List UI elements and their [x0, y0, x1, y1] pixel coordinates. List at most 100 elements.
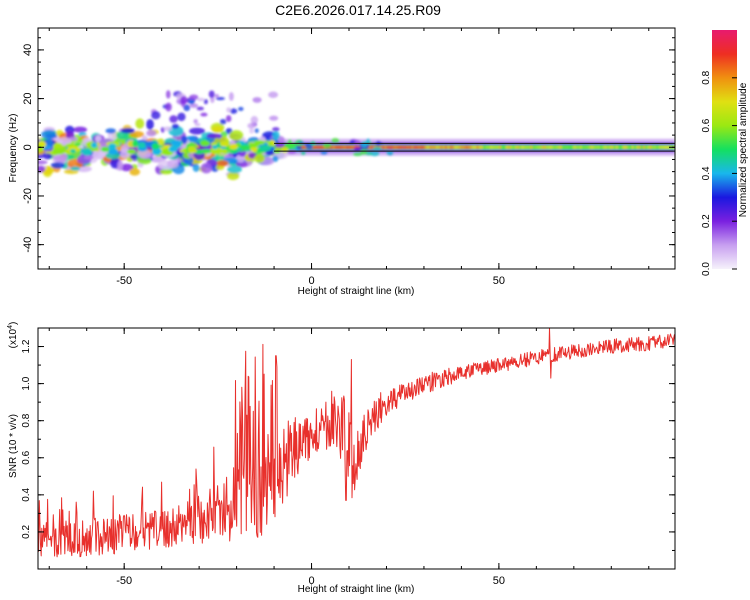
spectrogram-core-blob: [74, 142, 82, 147]
spectrogram-blob: [43, 153, 53, 160]
spectrogram-upper-blob: [249, 128, 254, 134]
spectrogram-band-core: [404, 145, 408, 149]
snr-x-label: Height of straight line (km): [298, 584, 415, 595]
spectrogram-band-core: [654, 145, 657, 149]
spectrogram-transition-blob: [353, 147, 363, 151]
snr-y-label: SNR (10 * v/v): [8, 414, 19, 478]
spectrogram-band-core: [645, 145, 648, 149]
spectrogram-band-core: [588, 145, 592, 149]
spectrogram-band-core: [564, 145, 567, 149]
spectrogram-band-core: [568, 145, 572, 149]
spectrogram-band-core: [433, 145, 437, 149]
spectrogram-blob: [38, 165, 46, 173]
colorbar-tick-label: 0.6: [701, 118, 712, 132]
spectrogram-y-label: Frequency (Hz): [8, 114, 19, 183]
spectrogram-band-core: [548, 145, 551, 149]
spectrogram-band-core: [501, 145, 504, 149]
spectrogram-band-core: [426, 145, 430, 149]
spectrogram-band-core: [442, 145, 446, 149]
spectrogram-core-blob: [239, 145, 251, 150]
spectrogram-band-core: [397, 145, 401, 149]
spectrogram-band-core: [570, 145, 574, 149]
spectrogram-core-blob: [199, 140, 211, 147]
spectrogram-core-blob: [132, 140, 139, 147]
spectrogram-band-core: [521, 145, 524, 149]
spectrogram-band-core: [636, 145, 639, 149]
spectrogram-upper-blob: [165, 102, 172, 112]
spectrogram-core-blob: [187, 146, 196, 151]
spectrogram-blob: [159, 169, 173, 175]
spectrogram-blob: [272, 130, 280, 141]
spectrogram-band-core: [370, 145, 374, 149]
spectrogram-blob: [229, 130, 244, 141]
colorbar-label: Normalized spectral amplitude: [738, 82, 749, 217]
spectrogram-band-core: [557, 145, 560, 149]
spectrogram-band-core: [440, 145, 444, 149]
spectrogram-band-core: [586, 145, 590, 149]
spectrogram-band-core: [334, 145, 338, 149]
spectrogram-band-core: [602, 145, 605, 149]
spectrogram-band-core: [555, 145, 558, 149]
spectrogram-band-core: [525, 145, 529, 149]
spectrogram-core-blob: [229, 143, 238, 150]
spectrogram-blob: [192, 164, 200, 172]
spectrogram-band-core: [388, 145, 392, 149]
spectrogram-band-core: [343, 145, 347, 149]
spectrogram-blob: [137, 149, 152, 159]
spectrogram-band-core: [507, 145, 511, 149]
spectrogram-core-blob: [210, 147, 223, 155]
spectrogram-band-core: [600, 145, 603, 149]
spectrogram-blob: [149, 155, 166, 163]
spectrogram-blob: [38, 160, 48, 165]
spectrogram-band-core: [429, 145, 432, 149]
spectrogram-band-core: [393, 145, 396, 149]
spectrogram-transition-blob: [331, 138, 340, 144]
snr-y-tick-label: 1.2: [21, 339, 32, 353]
spectrogram-upper-blob: [180, 95, 188, 105]
spectrogram-x-label: Height of straight line (km): [298, 286, 415, 297]
spectrogram-band-core: [624, 145, 628, 149]
spectrogram-band-core: [523, 145, 527, 149]
snr-y-tick-label: 0.2: [21, 525, 32, 539]
spectrogram-band-core: [341, 145, 345, 149]
spectrogram-band-core: [478, 145, 482, 149]
spectrogram-core-blob: [82, 148, 92, 156]
spectrogram-band-core: [312, 145, 315, 149]
spectrogram-y-tick-label: 20: [22, 92, 34, 104]
spectrogram-core-blob: [220, 149, 228, 154]
spectrogram-band-core: [532, 145, 536, 149]
spectrogram-blob: [189, 127, 206, 135]
snr-x-tick-label: 50: [493, 575, 505, 587]
spectrogram-blob: [129, 131, 145, 138]
spectrogram-upper-blob: [229, 108, 238, 114]
colorbar-tick-label: 0.2: [701, 214, 712, 228]
spectrogram-band-core: [640, 145, 644, 149]
spectrogram-upper-blob: [247, 122, 256, 129]
spectrogram-blob: [83, 155, 94, 160]
spectrogram-band-core: [663, 145, 666, 149]
spectrogram-band-core: [408, 145, 412, 149]
spectrogram-core-blob: [219, 141, 230, 147]
colorbar-ramp: [712, 30, 737, 269]
spectrogram-core-blob: [100, 146, 110, 152]
spectrogram-upper-blob: [193, 119, 198, 124]
spectrogram-band-core: [510, 145, 513, 149]
spectrogram-x-tick-label: 0: [308, 275, 314, 287]
snr-x-tick-label: -50: [116, 575, 132, 587]
spectrogram-band-core: [615, 145, 619, 149]
spectrogram-transition-blob: [322, 142, 332, 148]
spectrogram-band-core: [629, 145, 632, 149]
spectrogram-band-core: [350, 145, 354, 149]
spectrogram-band-core: [386, 145, 390, 149]
spectrogram-band-core: [561, 145, 565, 149]
spectrogram-band-core: [667, 145, 671, 149]
spectrogram-core-blob: [211, 145, 218, 150]
spectrogram-band-core: [622, 145, 626, 149]
snr-x-tick-label: 0: [308, 575, 314, 587]
spectrogram-blob: [167, 159, 179, 169]
spectrogram-core-blob: [107, 148, 119, 155]
spectrogram-core-blob: [91, 142, 98, 148]
spectrogram-band-core: [476, 145, 480, 149]
spectrogram-band-core: [537, 145, 540, 149]
spectrogram-band-core: [541, 145, 545, 149]
